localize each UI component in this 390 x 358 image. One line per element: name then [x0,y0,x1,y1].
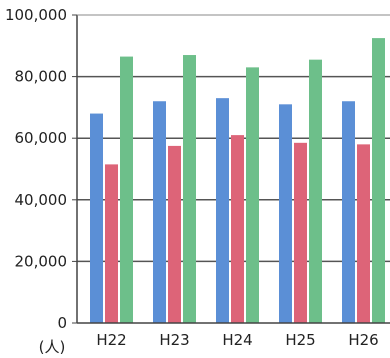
y-tick-label: 100,000 [5,6,67,24]
bar-H23-series-1 [153,101,166,324]
y-tick-label: 60,000 [15,129,68,147]
bar-H25-series-2 [294,142,307,323]
y-tick-label: 0 [57,314,67,332]
x-category-label: H23 [159,331,189,349]
bar-H24-series-2 [231,135,244,323]
bar-H23-series-2 [168,145,181,323]
bar-H22-series-2 [105,164,118,323]
x-category-label: H25 [285,331,315,349]
bar-H22-series-3 [120,56,133,324]
bar-H26-series-3 [372,38,385,323]
y-unit-label: (人) [39,338,66,356]
axes [76,14,390,324]
labels: 0 20,000 40,000 60,000 80,000 100,000 H22 H23 H2… [5,6,379,349]
y-tick-label: 80,000 [15,68,68,86]
x-category-label: H24 [222,331,252,349]
bar-H24-series-1 [216,98,229,323]
bar-H26-series-1 [342,101,355,324]
bars [90,38,385,324]
bar-H25-series-1 [279,104,292,323]
y-tick-label: 40,000 [15,191,68,209]
bar-H24-series-3 [246,67,259,323]
bar-H25-series-3 [309,59,322,323]
x-category-label: H26 [348,331,378,349]
bar-H26-series-2 [357,144,370,323]
y-tick-label: 20,000 [15,252,68,270]
bar-H22-series-1 [90,113,103,323]
bar-H23-series-3 [183,55,196,323]
x-category-label: H22 [96,331,126,349]
